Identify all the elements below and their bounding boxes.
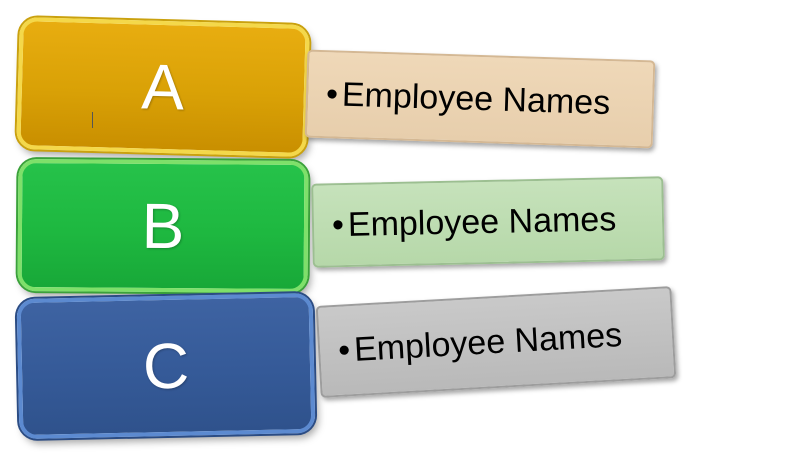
group-letter-b: B (141, 189, 185, 263)
group-tile-b: B (17, 158, 309, 294)
group-text-a: Employee Names (341, 75, 611, 122)
group-row-b: B • Employee Names (0, 158, 796, 298)
group-label-a: • Employee Names (304, 49, 656, 149)
group-tile-a: A (16, 16, 310, 158)
group-row-a: A • Employee Names (0, 15, 796, 158)
group-row-c: C • Employee Names (0, 286, 796, 440)
group-label-b: • Employee Names (311, 176, 665, 268)
group-label-c: • Employee Names (315, 286, 677, 398)
group-letter-a: A (140, 50, 186, 124)
group-tile-c: C (16, 292, 316, 440)
bullet-a: • (325, 74, 339, 114)
group-text-b: Employee Names (347, 199, 617, 244)
group-text-c: Employee Names (353, 315, 624, 369)
group-letter-c: C (142, 329, 190, 403)
bullet-b: • (331, 205, 345, 244)
text-cursor-mark (92, 112, 93, 128)
bullet-c: • (337, 330, 352, 370)
